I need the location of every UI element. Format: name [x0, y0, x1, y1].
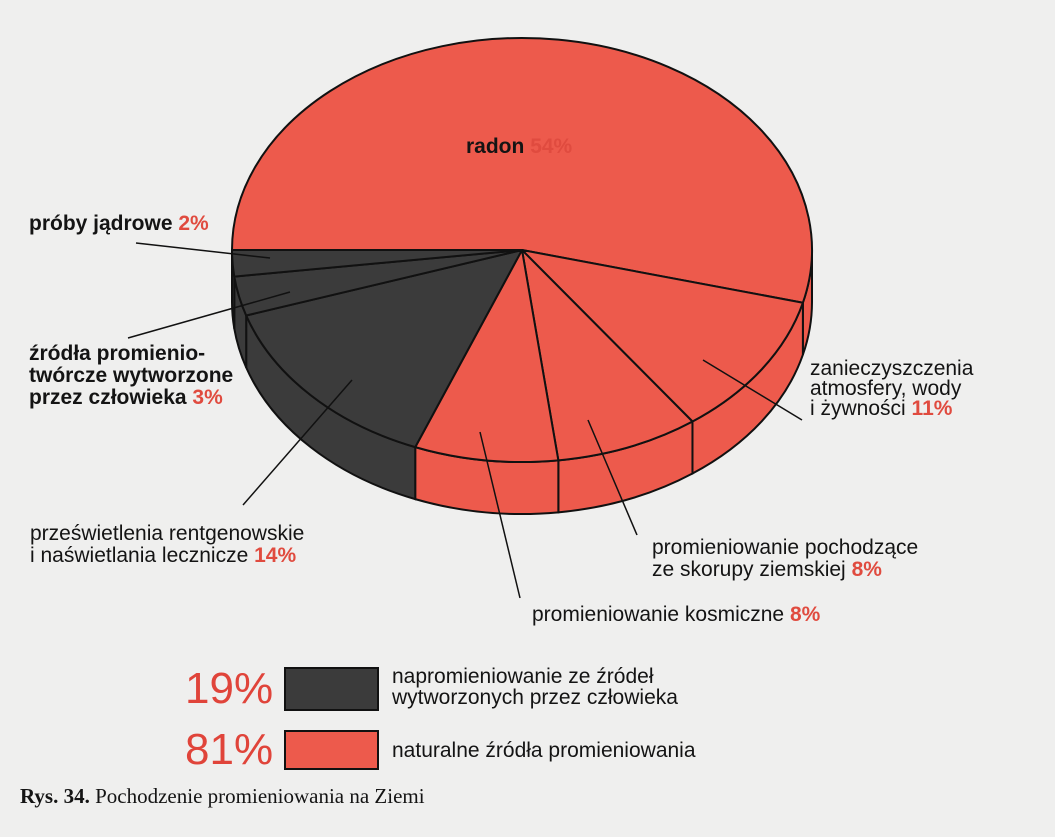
- pie-slice-ground: [521, 249, 694, 462]
- label-ground: promieniowanie pochodzące ze skorupy zie…: [652, 536, 924, 581]
- leader-line-manmade_sources: [127, 291, 291, 339]
- legend: 19% napromieniowanie ze źródeł wytworzon…: [185, 664, 696, 774]
- legend-label-natural: naturalne źródła promieniowania: [392, 739, 696, 762]
- label-radon: radon 54%: [466, 135, 573, 158]
- pie-slice-nuclear_tests: [231, 249, 523, 278]
- label-nuclear-tests: próby jądrowe 2%: [29, 212, 209, 235]
- legend-swatch-natural: [284, 730, 379, 770]
- leader-line-nuclear_tests: [135, 242, 271, 259]
- label-cosmic: promieniowanie kosmiczne 8%: [532, 603, 821, 626]
- pie-slice-radon: [231, 37, 813, 304]
- leader-line-ground: [587, 419, 638, 536]
- label-xray: prześwietlenia rentgenowskie i naświetla…: [30, 522, 310, 567]
- legend-pct-natural: 81%: [185, 725, 273, 774]
- label-pollution: zanieczyszczenia atmosfery, wody i żywno…: [810, 357, 979, 420]
- leader-line-xray: [242, 379, 353, 506]
- legend-swatch-man-made: [284, 667, 379, 711]
- legend-label-man-made: napromieniowanie ze źródeł wytworzonych …: [391, 665, 678, 709]
- legend-pct-man-made: 19%: [185, 664, 273, 713]
- leader-line-cosmic: [479, 431, 521, 599]
- leader-line-pollution: [702, 359, 803, 421]
- figure-caption: Rys. 34. Pochodzenie promieniowania na Z…: [20, 784, 425, 808]
- label-manmade-sources: źródła promienio- twórcze wytworzone prz…: [29, 342, 239, 409]
- pie-slice-cosmic: [414, 249, 560, 463]
